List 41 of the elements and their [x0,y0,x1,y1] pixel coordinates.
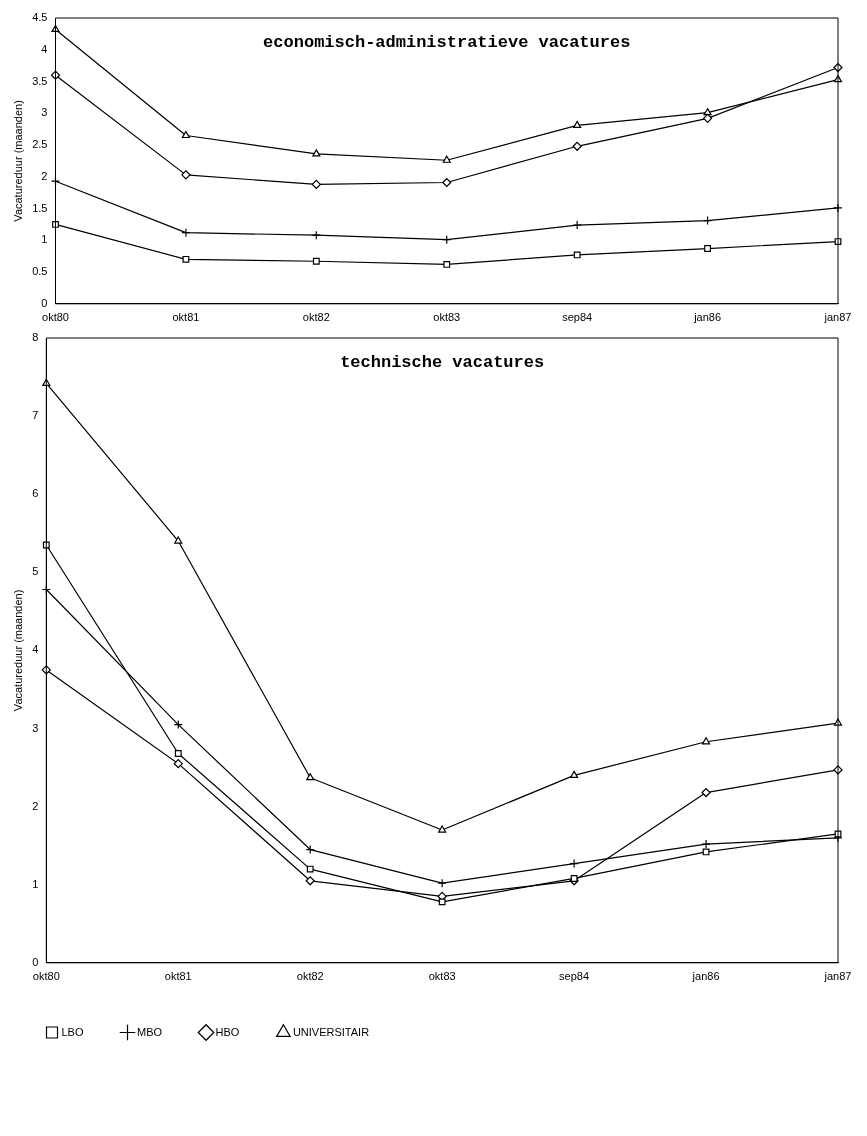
y-tick-label: 3 [41,106,48,119]
y-tick-label: 3 [32,721,39,734]
x-tick-label: okt81 [164,970,192,983]
y-tick-label: 7 [32,409,39,422]
y-tick-label: 2.5 [32,138,48,151]
text: technische vacatures [340,352,545,372]
y-tick-label: 4 [41,42,48,55]
x-tick-label: okt83 [428,970,456,983]
y-tick-label: 0 [32,955,39,968]
y-tick-label: 4 [32,643,39,656]
x-tick-label: sep84 [562,311,593,324]
y-tick-label: 2 [41,169,48,182]
legend-label: HBO [215,1025,240,1038]
y-tick-label: 6 [32,487,39,500]
text: economisch-administratieve vacatures [263,32,631,52]
x-tick-label: okt80 [42,311,69,324]
y-tick-label: 1 [32,877,39,890]
y-tick-label: 4.5 [32,11,48,24]
x-tick-label: jan86 [693,311,722,324]
legend-label: LBO [61,1025,84,1038]
legend-label: UNIVERSITAIR [292,1025,370,1038]
x-tick-label: jan87 [823,311,852,324]
y-axis-title: Vacatureduur (maanden) [11,589,24,712]
legend-label: MBO [137,1025,163,1038]
x-tick-label: jan86 [691,970,720,983]
y-tick-label: 3.5 [32,74,48,87]
y-tick-label: 5 [32,565,39,578]
x-tick-label: jan87 [823,970,852,983]
x-tick-label: okt82 [296,970,324,983]
y-tick-label: 8 [32,331,39,344]
y-tick-label: 1.5 [32,201,48,214]
x-tick-label: okt80 [32,970,60,983]
x-tick-label: okt83 [433,311,461,324]
y-tick-label: 2 [32,799,39,812]
x-tick-label: okt81 [172,311,200,324]
x-tick-label: okt82 [302,311,330,324]
y-tick-label: 0 [41,296,48,309]
y-tick-label: 1 [41,233,48,246]
y-tick-label: 0.5 [32,265,48,278]
y-axis-title: Vacatureduur (maanden) [11,100,24,222]
x-tick-label: sep84 [559,970,590,983]
